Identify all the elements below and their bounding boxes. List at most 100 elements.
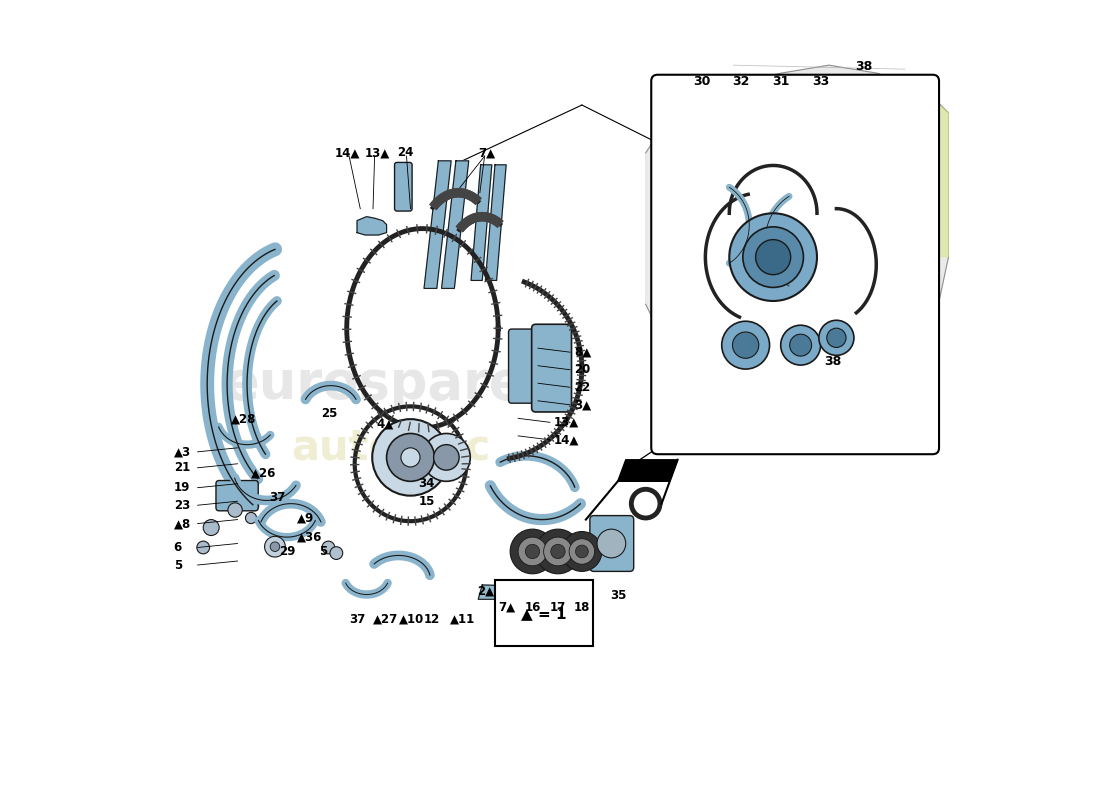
Circle shape (597, 529, 626, 558)
FancyBboxPatch shape (395, 162, 412, 211)
Circle shape (422, 434, 471, 482)
Circle shape (526, 544, 540, 558)
Polygon shape (485, 165, 506, 281)
Text: ▲26: ▲26 (251, 467, 276, 480)
Text: 31: 31 (772, 74, 790, 88)
Text: 38: 38 (824, 355, 842, 368)
FancyBboxPatch shape (531, 324, 572, 412)
Polygon shape (358, 217, 386, 235)
Text: 5: 5 (319, 545, 327, 558)
Text: eurospares: eurospares (224, 358, 557, 410)
Circle shape (536, 529, 581, 574)
Circle shape (322, 541, 334, 554)
Circle shape (400, 448, 420, 467)
Text: 34: 34 (418, 478, 434, 490)
Circle shape (790, 334, 812, 356)
Ellipse shape (895, 126, 922, 148)
Text: ▲ = 1: ▲ = 1 (521, 606, 566, 621)
Text: ▲10: ▲10 (398, 613, 424, 626)
Text: ▲9: ▲9 (297, 511, 313, 525)
Circle shape (372, 419, 449, 496)
Circle shape (330, 546, 343, 559)
Text: 15: 15 (418, 494, 434, 508)
Circle shape (756, 239, 791, 274)
Text: autosinc: autosinc (290, 427, 491, 469)
Text: 18: 18 (574, 601, 591, 614)
FancyBboxPatch shape (651, 74, 939, 454)
Text: ▲11: ▲11 (450, 613, 475, 626)
Text: 13▲: 13▲ (365, 146, 390, 159)
Circle shape (781, 326, 821, 365)
Text: ▲3: ▲3 (174, 446, 190, 458)
Ellipse shape (835, 357, 871, 387)
Circle shape (733, 332, 759, 358)
Ellipse shape (668, 109, 719, 149)
Text: ▲27: ▲27 (373, 613, 398, 626)
Text: 7▲: 7▲ (478, 146, 495, 159)
Text: 5: 5 (174, 558, 182, 571)
FancyBboxPatch shape (590, 515, 634, 571)
Text: 6: 6 (174, 541, 182, 554)
Text: 8▲: 8▲ (574, 346, 591, 358)
Text: 25: 25 (321, 407, 338, 420)
Text: ▲28: ▲28 (231, 413, 256, 426)
Circle shape (575, 545, 589, 558)
Polygon shape (424, 161, 451, 288)
Text: 13▲: 13▲ (554, 416, 580, 429)
Circle shape (245, 513, 256, 523)
Circle shape (827, 328, 846, 347)
FancyBboxPatch shape (508, 329, 539, 403)
Text: 17: 17 (550, 601, 566, 614)
Text: 32: 32 (733, 74, 750, 88)
Ellipse shape (785, 340, 825, 372)
Text: 37: 37 (349, 613, 365, 626)
Polygon shape (478, 585, 565, 599)
Circle shape (518, 537, 547, 566)
Text: 29: 29 (279, 545, 295, 558)
Circle shape (386, 434, 434, 482)
Circle shape (586, 545, 595, 554)
Text: 35: 35 (609, 589, 626, 602)
Circle shape (722, 322, 770, 369)
Text: 38: 38 (856, 60, 872, 73)
Circle shape (433, 445, 459, 470)
Text: ▲36: ▲36 (297, 530, 322, 544)
Ellipse shape (678, 117, 710, 141)
FancyBboxPatch shape (216, 481, 258, 511)
Polygon shape (646, 65, 948, 416)
Text: 3▲: 3▲ (574, 398, 591, 411)
Text: 20: 20 (574, 363, 591, 376)
Text: 37: 37 (270, 490, 286, 504)
Circle shape (265, 536, 285, 557)
Text: 7▲: 7▲ (498, 601, 515, 614)
Circle shape (197, 541, 210, 554)
Text: 16: 16 (525, 601, 541, 614)
Text: 24: 24 (397, 146, 414, 159)
Text: 33: 33 (813, 74, 829, 88)
Ellipse shape (887, 119, 931, 155)
Text: ▲8: ▲8 (174, 517, 191, 530)
Circle shape (551, 544, 565, 558)
Circle shape (562, 531, 602, 571)
Text: 22: 22 (574, 381, 591, 394)
Circle shape (204, 519, 219, 535)
Circle shape (271, 542, 279, 551)
FancyBboxPatch shape (495, 580, 593, 646)
Text: 14▲: 14▲ (554, 434, 580, 446)
Text: 12: 12 (424, 613, 440, 626)
Text: 4▲: 4▲ (376, 418, 394, 430)
Text: 30: 30 (693, 74, 711, 88)
Circle shape (510, 529, 554, 574)
Text: 14▲: 14▲ (334, 146, 360, 159)
Circle shape (818, 320, 854, 355)
Polygon shape (441, 161, 469, 288)
Polygon shape (471, 165, 492, 281)
Text: 19: 19 (174, 481, 190, 494)
Polygon shape (618, 460, 678, 482)
Circle shape (228, 503, 242, 517)
Text: 23: 23 (174, 498, 190, 512)
Text: 2▲: 2▲ (476, 585, 494, 598)
Circle shape (543, 537, 572, 566)
Circle shape (729, 214, 817, 301)
Polygon shape (893, 97, 948, 257)
